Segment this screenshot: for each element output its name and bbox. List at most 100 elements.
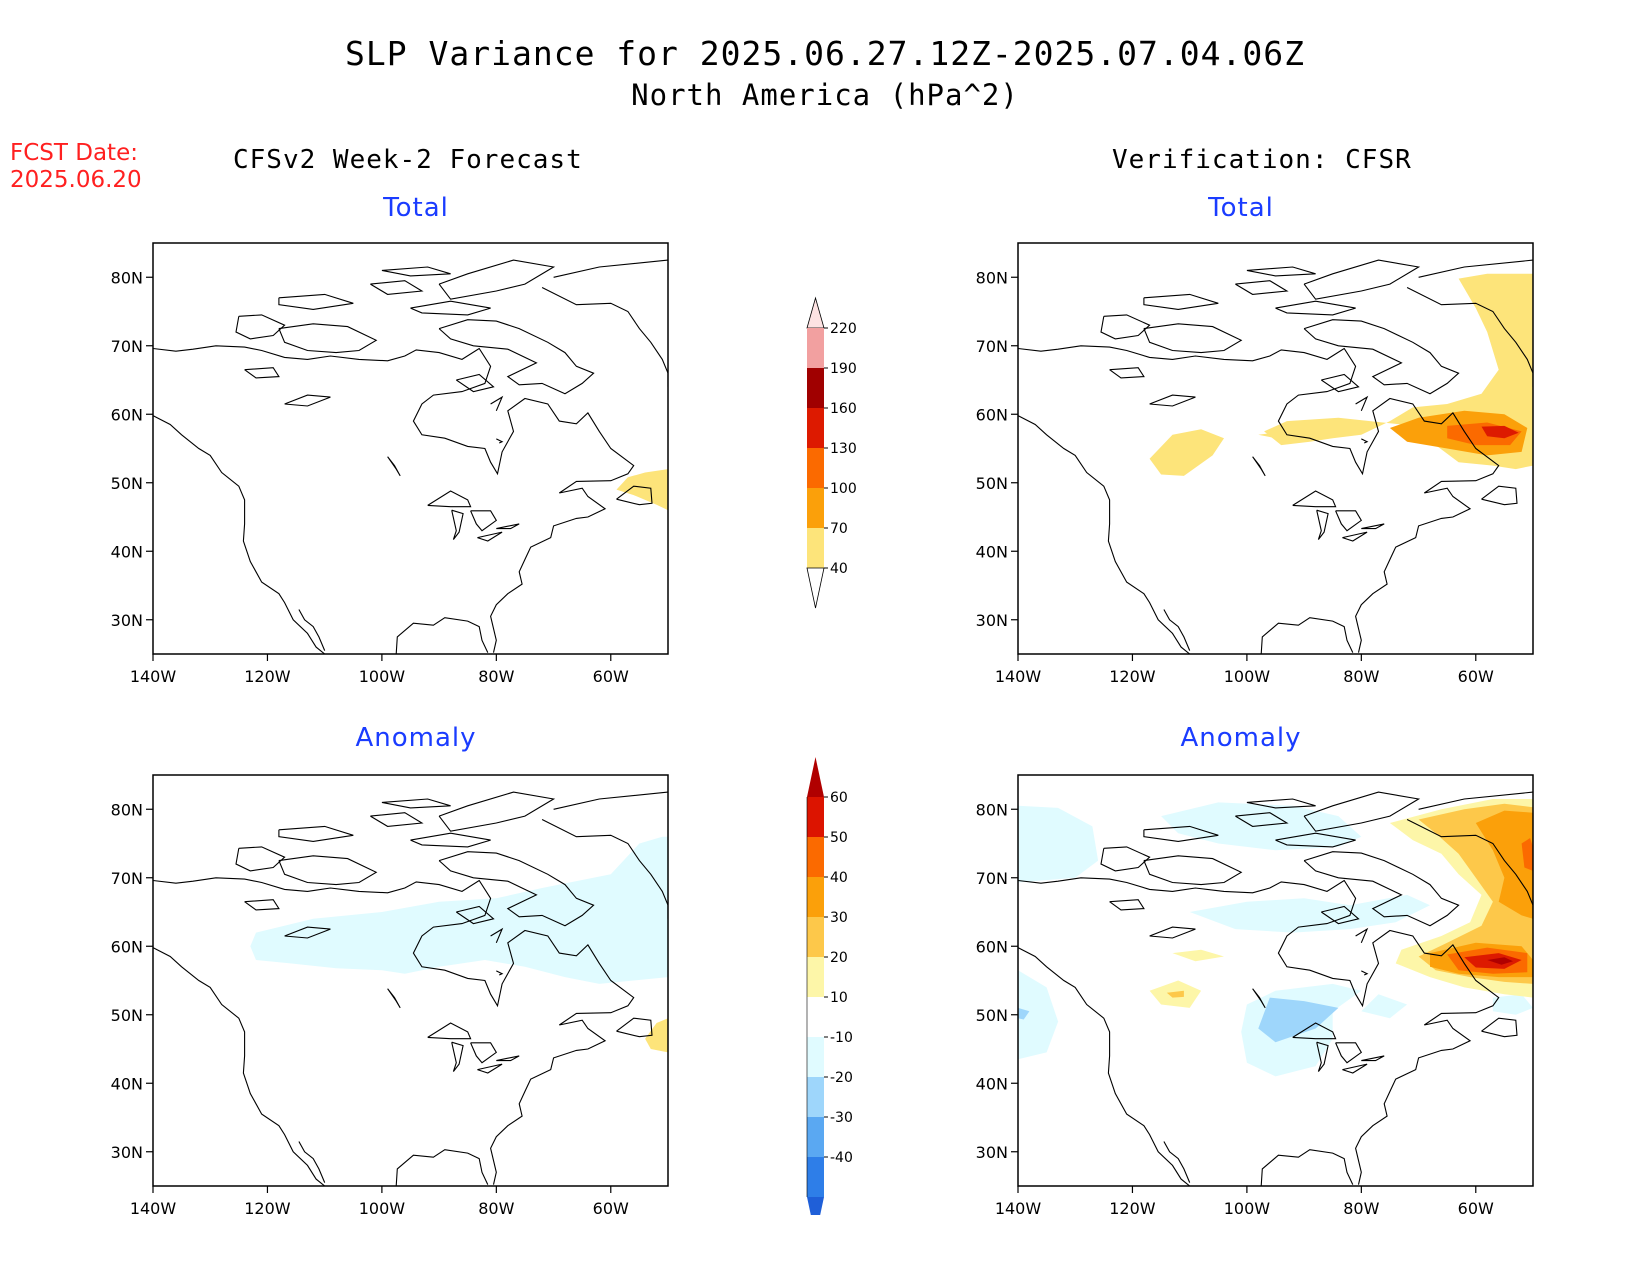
coastline [1143, 825, 1219, 842]
coastline [1235, 280, 1289, 295]
coastline [1481, 485, 1518, 506]
coastline [1361, 1055, 1385, 1062]
coastline [1252, 988, 1266, 1009]
lat-tick-label: 40N [111, 542, 143, 561]
lat-tick-label: 70N [111, 869, 143, 888]
coastline [1143, 855, 1243, 886]
coastline [1320, 373, 1360, 393]
coastline [278, 825, 354, 842]
lon-tick-label: 60W [593, 1199, 629, 1218]
lon-tick-label: 140W [995, 667, 1042, 686]
colorbar-label: -20 [830, 1070, 853, 1086]
coastline [387, 456, 401, 477]
forecast-total-map: 80N 70N 60N 50N 40N 30N 140W 120W 100W 80W 60W [111, 242, 669, 686]
coastline [1355, 395, 1369, 412]
shaded-region [1258, 997, 1339, 1043]
coastline [1275, 300, 1356, 316]
lat-tick-label: 70N [976, 869, 1008, 888]
coastline [395, 617, 489, 654]
colorbar-label: 190 [830, 361, 857, 377]
shaded-region [645, 1018, 668, 1053]
shaded-region [1149, 429, 1224, 476]
coastline [470, 1042, 498, 1064]
colorbar-label: 30 [830, 910, 848, 926]
forecast-anomaly-title: Anomaly [355, 723, 477, 753]
lon-tick-label: 80W [1343, 667, 1379, 686]
coastline [1143, 293, 1219, 310]
lat-tick-label: 60N [111, 937, 143, 956]
coastline [1235, 812, 1289, 827]
coastline [1335, 510, 1363, 532]
colorbar-label: 20 [830, 950, 848, 966]
coastline [381, 798, 451, 809]
coastline [298, 1141, 326, 1183]
coastline [370, 812, 424, 827]
coastline [455, 373, 495, 393]
coastline [1303, 259, 1421, 300]
colorbar-swatch [807, 368, 824, 408]
colorbar-swatch [807, 1077, 824, 1117]
coastline [1018, 947, 1191, 1186]
coastline [553, 791, 668, 810]
lon-tick-label: 120W [244, 1199, 291, 1218]
coastline [616, 1017, 653, 1038]
coastline [1406, 287, 1533, 387]
colorbar-swatch [807, 877, 824, 917]
colorbar-swatch [807, 408, 824, 448]
lat-tick-label: 60N [111, 405, 143, 424]
coastline [1260, 1149, 1354, 1186]
coastline [1342, 531, 1368, 542]
lon-tick-label: 120W [244, 667, 291, 686]
coastline [1018, 877, 1500, 1185]
total-colorbar: 220 190 160 130 100 70 40 [806, 296, 857, 609]
coastline [1149, 926, 1196, 939]
colorbar-label: 50 [830, 830, 848, 846]
lon-tick-label: 120W [1109, 667, 1156, 686]
colorbar-bottom-arrow [806, 567, 825, 609]
lat-tick-label: 50N [111, 474, 143, 493]
coastline [1018, 345, 1500, 653]
coastline [298, 609, 326, 651]
fcst-date-caption: FCST Date: [10, 140, 138, 166]
colorbar-label: 220 [830, 321, 857, 337]
coastline [496, 1055, 520, 1062]
coastline [395, 1149, 489, 1186]
fcst-date-value: 2025.06.20 [10, 167, 142, 193]
lon-tick-label: 140W [130, 667, 177, 686]
coastline [1418, 791, 1533, 810]
coastline [438, 851, 595, 927]
coastline [1361, 523, 1385, 530]
coastline [470, 510, 498, 532]
colorbar-label: 60 [830, 790, 848, 806]
coastline [410, 832, 491, 848]
shaded-region [1492, 994, 1533, 1015]
coastline [235, 846, 286, 872]
coastline [1246, 798, 1316, 809]
coastline [1163, 1141, 1191, 1183]
colorbar-swatch [807, 917, 824, 957]
colorbar-label: -10 [830, 1030, 853, 1046]
anomaly-colorbar: 60 50 40 30 20 10 -10 -20 -30 -40 [806, 757, 853, 1215]
coastline [427, 490, 472, 508]
coastline [153, 345, 635, 653]
verification-column-heading: Verification: CFSR [1112, 145, 1412, 175]
colorbar-swatch [807, 1037, 824, 1077]
main-title: SLP Variance for 2025.06.27.12Z-2025.07.… [345, 34, 1305, 73]
colorbar-swatch [807, 1117, 824, 1157]
coastline [153, 947, 326, 1186]
lon-tick-label: 140W [995, 1199, 1042, 1218]
colorbar-swatch [807, 797, 824, 837]
coastline [1361, 438, 1369, 444]
lat-tick-label: 30N [111, 1143, 143, 1162]
coastline [1406, 819, 1533, 919]
coastline [1316, 509, 1329, 540]
coastline [477, 531, 503, 542]
colorbar-swatch [807, 837, 824, 877]
coastline [1109, 899, 1145, 911]
coastline [1018, 415, 1191, 654]
coastline [451, 1041, 464, 1072]
lat-tick-label: 40N [976, 1074, 1008, 1093]
lat-tick-label: 30N [976, 611, 1008, 630]
coastline [1100, 846, 1151, 872]
coastline [1335, 1042, 1363, 1064]
